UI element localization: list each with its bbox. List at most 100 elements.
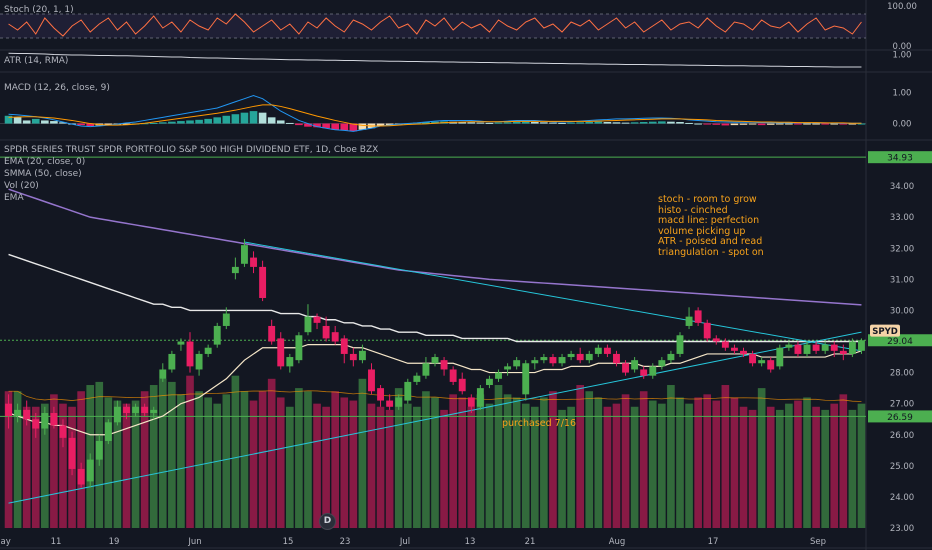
macd-histogram-bar [549,122,557,124]
macd-histogram-bar [158,122,167,124]
candle-body [222,313,230,326]
macd-histogram-bar [503,122,512,124]
stoch-label: Stoch (20, 1, 1) [4,5,74,15]
candle-body [95,440,103,460]
volume-bar [50,394,58,528]
price-tick-label: 24.00 [890,493,914,503]
candle-body [32,419,40,429]
volume-bar [630,406,639,528]
volume-bar [567,406,575,528]
volume-bar [530,406,539,528]
macd-histogram-bar [630,122,639,124]
volume-bar [158,378,167,528]
current-price-tag-bg [868,334,932,347]
indicator-ema20[interactable]: EMA (20, close, 0) [4,157,86,167]
candle-body [703,322,711,339]
volume-bar [458,397,467,528]
candle-body [59,425,67,438]
indicator-smma50[interactable]: SMMA (50, close) [4,169,82,179]
indicator-ema[interactable]: EMA [4,193,24,203]
volume-bar [685,403,693,528]
resistance-price-tag: 34.93 [887,154,913,164]
volume-bar [113,400,122,528]
macd-histogram-bar [77,123,85,126]
candle-body [304,316,312,333]
atr-label: ATR (14, RMA) [4,56,69,66]
macd-histogram-bar [385,123,394,126]
candle-body [531,360,539,364]
volume-bar [258,391,267,528]
macd-histogram-bar [177,121,185,124]
macd-histogram-bar [4,115,13,124]
macd-histogram-bar [694,123,702,125]
macd-histogram-bar [521,121,530,124]
candle-body [812,344,820,351]
macd-histogram-bar [639,122,648,124]
resistance-price-tag-bg [868,151,932,164]
indicator-vol20[interactable]: Vol (20) [4,181,39,191]
macd-histogram-bar [104,123,113,126]
volume-bar [775,409,784,528]
analysis-note: stoch - room to grow histo - cinched mac… [658,194,764,259]
macd-histogram-bar [304,123,312,127]
macd-histogram-bar [775,123,784,125]
macd-histogram-bar [168,121,176,124]
volume-bar [13,391,22,528]
volume-bar [177,394,185,528]
x-axis-label: Jul [399,537,410,547]
candle-body [730,347,738,351]
candle-body [123,406,130,413]
volume-bar [639,391,648,528]
symbol-tag-bg [870,324,900,337]
volume-bar [812,406,820,528]
volume-bar [603,406,612,528]
macd-histogram-bar [785,123,793,125]
candle-body [395,397,403,407]
candle-body [858,340,865,351]
macd-histogram-bar [821,123,829,125]
volume-bar [322,406,330,528]
macd-histogram-bar [267,117,276,124]
stoch-scale-label: 100.00 [887,2,917,12]
macd-histogram-bar [739,123,748,125]
volume-bar [766,406,775,528]
macd-histogram-bar [50,121,58,124]
volume-bar [476,394,485,528]
candle-body [413,375,421,382]
volume-bar [449,394,457,528]
x-axis-label: 21 [525,537,536,547]
volume-bar [676,397,684,528]
candle-body [467,397,475,407]
volume-bar [821,409,829,528]
volume-bar [431,397,439,528]
x-axis-label: 15 [283,537,294,547]
volume-bar [295,388,303,528]
macd-scale-label: 1.00 [893,88,912,98]
macd-histogram-bar [667,121,675,124]
candle-body [567,353,575,358]
candle-body [640,369,648,376]
volume-bar [848,409,857,528]
macd-histogram-bar [612,122,621,124]
price-tick-label: 30.00 [890,306,914,316]
candle-body [358,350,366,361]
volume-bar [213,403,222,528]
macd-histogram-bar [676,122,684,124]
dividend-badge[interactable]: D [319,513,336,530]
candle-body [785,344,793,348]
macd-histogram-bar [721,123,730,126]
volume-bar [276,397,285,528]
ema-long-line [8,188,862,306]
candle-body [68,437,76,469]
volume-bar [77,391,85,528]
candle-body [794,344,802,354]
macd-histogram-bar [857,123,866,125]
volume-bar [830,403,839,528]
macd-line [8,95,862,132]
macd-histogram-bar [376,123,385,127]
price-tick-label: 32.00 [890,244,914,254]
candle-body [241,245,248,264]
volume-bar [41,403,49,528]
macd-histogram-bar [41,120,49,124]
